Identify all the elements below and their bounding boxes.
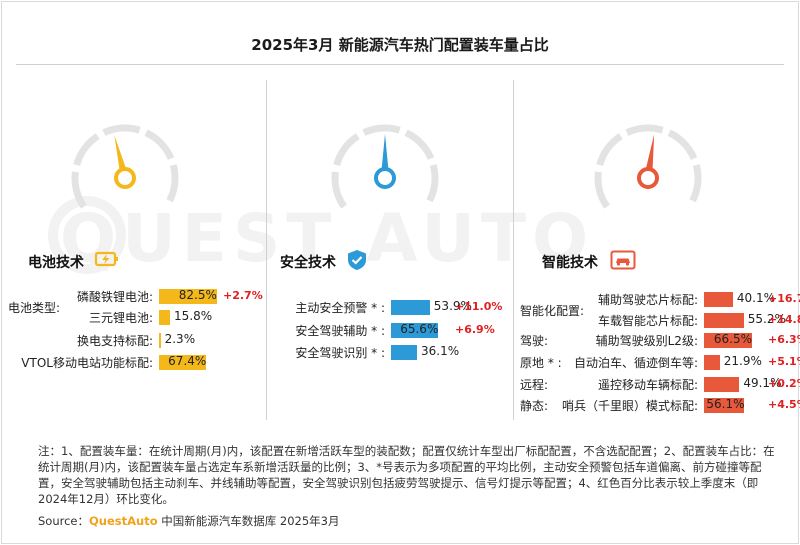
- bar-category-label: 遥控移动车辆标配:: [597, 378, 698, 392]
- bar-change-label: +11.0%: [455, 300, 503, 313]
- gauge-arc-segment: [102, 124, 141, 136]
- bar-change-label: +16.7%: [768, 292, 800, 305]
- source-text: 中国新能源汽车数据库 2025年3月: [157, 514, 340, 528]
- bar-value-label: 40.1%: [736, 291, 775, 305]
- bar-category-label: 安全驾驶辅助 * :: [295, 324, 385, 338]
- gauge-arc-segment: [426, 164, 439, 203]
- panel-divider-2: [513, 80, 514, 420]
- bar-change-label: +4.5%: [768, 398, 800, 411]
- bar-value-label: 36.1%: [420, 344, 460, 358]
- gauge-arc-segment: [144, 129, 175, 160]
- bar-group-label: 静态:: [520, 399, 549, 413]
- gauge-arc-segment: [73, 133, 100, 167]
- footnote: 注：1、配置装车量：在统计周期(月)内，该配置在新增活跃车型的装配数；配置仅统计…: [38, 444, 775, 506]
- bar: [704, 313, 744, 328]
- bar-category-label: 主动安全预警 * :: [295, 301, 385, 315]
- gauge-hub: [114, 167, 136, 189]
- shield-check-icon: [348, 250, 366, 270]
- gauge-needle: [380, 134, 390, 178]
- panel-divider-1: [266, 80, 267, 420]
- bar: [704, 377, 740, 392]
- bar: [159, 355, 207, 370]
- bar-category-label: 辅助驾驶级别L2级:: [595, 334, 698, 348]
- bar: [704, 333, 752, 348]
- bar-group-label: 智能化配置:: [520, 303, 585, 318]
- bar-value-label: 82.5%: [178, 288, 217, 302]
- bar: [159, 310, 171, 325]
- gauge-hub: [637, 167, 659, 189]
- bar: [391, 323, 439, 338]
- chart-title: 2025年3月 新能源汽车热门配置装车量占比: [251, 36, 549, 54]
- bar-category-label: 车载智能芯片标配:: [597, 314, 698, 328]
- panel-title-smart: 智能技术: [542, 255, 598, 271]
- bar-group-label: 电池类型:: [8, 300, 61, 315]
- bar-value-label: 53.9%: [433, 299, 472, 313]
- bar: [704, 292, 733, 307]
- watermark-logo-ring: [48, 196, 126, 274]
- bar-value-label: 49.1%: [743, 376, 782, 390]
- bar-group-label: 驾驶:: [520, 334, 549, 348]
- bar-category-label: 换电支持标配:: [76, 334, 153, 348]
- bar: [391, 345, 417, 360]
- gauge-arc-segment: [362, 124, 401, 136]
- source-brand: QuestAuto: [89, 514, 158, 528]
- bar-category-label: 自动泊车、循迹倒车等:: [573, 356, 698, 370]
- watermark-text: QUEST AUTO: [60, 200, 595, 277]
- bar: [391, 300, 430, 315]
- bar-category-label: 辅助驾驶芯片标配:: [597, 293, 698, 307]
- panel-title-battery: 电池技术: [28, 255, 84, 271]
- bar-value-label: 66.5%: [713, 332, 752, 346]
- bar-change-label: +14.8%: [768, 313, 800, 326]
- bar-change-label: +0.2%: [768, 377, 800, 390]
- gauge-arc-segment: [333, 133, 360, 167]
- bar-category-label: 磷酸铁锂电池:: [76, 290, 153, 304]
- gauge-arc-segment: [166, 164, 179, 203]
- bar-value-label: 15.8%: [174, 309, 213, 323]
- source-prefix: Source：: [38, 514, 89, 528]
- gauge-arc-segment: [404, 129, 435, 160]
- bar-category-label: VTOL移动电站功能标配:: [21, 356, 153, 370]
- bar-group-label: 原地 * :: [520, 356, 562, 370]
- bar-category-label: 哨兵（千里眼）模式标配:: [561, 399, 698, 413]
- bar-value-label: 67.4%: [168, 354, 207, 368]
- bar-value-label: 21.9%: [723, 354, 762, 368]
- bar-change-label: +5.1%: [768, 355, 800, 368]
- battery-charge-icon: [94, 251, 118, 267]
- car-screen-icon: [610, 250, 636, 270]
- bar: [704, 398, 745, 413]
- bar: [704, 355, 720, 370]
- gauge-arc-segment: [689, 164, 702, 203]
- gauge-hub: [374, 167, 396, 189]
- bar-change-label: +6.9%: [455, 323, 495, 336]
- bar-change-label: +2.7%: [223, 289, 263, 302]
- bar-value-label: 55.2%: [747, 312, 786, 326]
- title-divider: [16, 64, 784, 65]
- bar: [159, 333, 161, 348]
- source-line: Source：QuestAuto 中国新能源汽车数据库 2025年3月: [38, 513, 340, 529]
- gauge-arc-segment: [331, 171, 347, 209]
- gauge-arc-segment: [594, 171, 610, 209]
- gauge-arc-segment: [625, 124, 664, 136]
- bar-group-label: 远程:: [520, 378, 549, 392]
- gauge-arc-segment: [596, 133, 623, 167]
- bar-change-label: +6.3%: [768, 333, 800, 346]
- bar-category-label: 三元锂电池:: [88, 311, 153, 325]
- bar-category-label: 安全驾驶识别 * :: [295, 346, 385, 360]
- bar: [159, 289, 217, 304]
- bar-value-label: 56.1%: [706, 397, 745, 411]
- gauge-arc-segment: [667, 129, 698, 160]
- gauge-arc-segment: [71, 171, 87, 209]
- panel-title-safety: 安全技术: [280, 255, 336, 271]
- bar-value-label: 2.3%: [164, 332, 196, 346]
- bar-value-label: 65.6%: [400, 322, 439, 336]
